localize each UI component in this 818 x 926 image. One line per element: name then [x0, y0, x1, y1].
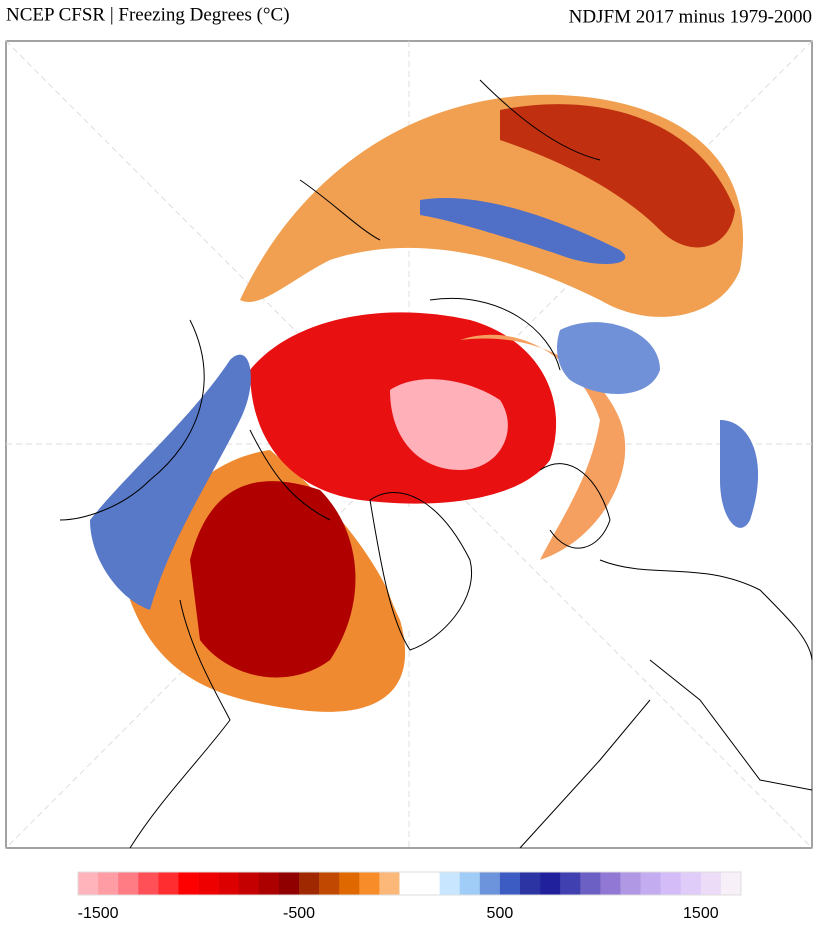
colorbar-box	[479, 872, 501, 895]
colorbar-box	[98, 872, 119, 895]
colorbar-box	[138, 872, 159, 895]
colorbar-box	[379, 872, 400, 895]
colorbar-box	[319, 872, 340, 895]
colorbar-box	[580, 872, 601, 895]
colorbar: -1500 -500 500 1500	[77, 871, 742, 922]
colorbar-tick-label: 500	[487, 905, 514, 922]
title-left: NCEP CFSR | Freezing Degrees (°C)	[6, 4, 290, 25]
colorbar-box	[278, 872, 300, 895]
region-blue	[557, 322, 660, 394]
colorbar-box	[620, 872, 641, 895]
colorbar-tick-label: 1500	[683, 905, 719, 922]
colorbar-box	[359, 872, 380, 895]
colorbar-tick-label: -1500	[78, 905, 119, 922]
colorbar-box	[499, 872, 521, 895]
colorbar-box	[258, 872, 280, 895]
colorbar-box	[419, 872, 440, 895]
colorbar-box	[238, 872, 260, 895]
region-darkred	[190, 481, 356, 678]
colorbar-box	[299, 872, 320, 895]
colorbar-box	[218, 872, 240, 895]
region-blue	[720, 420, 759, 528]
region-pink	[390, 379, 508, 470]
colorbar-box	[700, 872, 722, 895]
region-orange	[460, 334, 626, 560]
colorbar-box	[399, 872, 420, 895]
colorbar-box	[178, 872, 199, 895]
colorbar-box	[540, 872, 561, 895]
colorbar-box	[660, 872, 682, 895]
region-blue	[90, 354, 251, 610]
colorbar-box	[720, 872, 742, 895]
colorbar-box	[560, 872, 581, 895]
colorbar-box	[158, 872, 179, 895]
colorbar-box	[339, 872, 360, 895]
region-darkred	[500, 104, 735, 248]
colorbar-box	[640, 872, 661, 895]
colorbar-box	[78, 872, 99, 895]
colorbar-box	[680, 872, 702, 895]
colorbar-tick-label: -500	[283, 905, 315, 922]
title-right: NDJFM 2017 minus 1979-2000	[569, 6, 812, 27]
colorbar-box	[198, 872, 219, 895]
colorbar-box	[520, 872, 541, 895]
colorbar-box	[439, 872, 461, 895]
colorbar-box	[600, 872, 621, 895]
map	[5, 40, 813, 849]
colorbar-frame	[77, 871, 742, 896]
greenland	[378, 508, 470, 630]
colorbar-box	[118, 872, 139, 895]
colorbar-box	[459, 872, 481, 895]
region-blue	[420, 198, 626, 265]
